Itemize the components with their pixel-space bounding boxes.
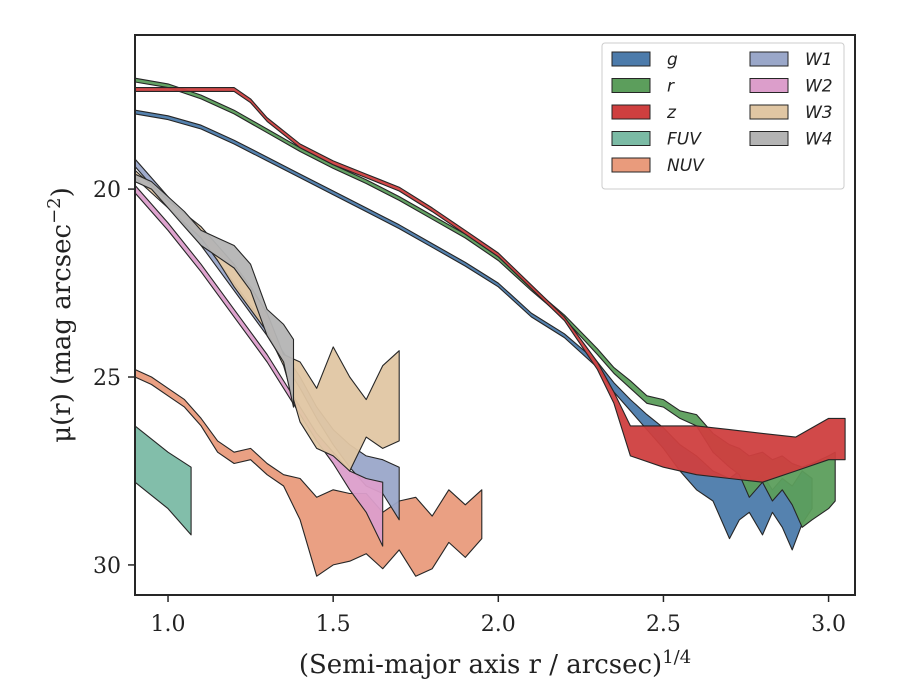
band-w4 xyxy=(135,173,295,408)
y-tick-label: 20 xyxy=(93,178,121,203)
x-tick-label: 2.0 xyxy=(481,612,516,637)
legend-swatch-w4 xyxy=(749,131,789,146)
legend-swatch-nuv xyxy=(611,157,651,173)
legend-label-w2: W2 xyxy=(805,77,833,97)
band-layer xyxy=(135,77,846,577)
x-tick-label: 1.0 xyxy=(151,612,186,637)
band-fuv xyxy=(135,425,192,536)
legend-label-r: r xyxy=(667,77,675,97)
band-w2 xyxy=(135,184,384,547)
legend-label-nuv: NUV xyxy=(667,156,705,176)
band-nuv xyxy=(135,368,483,577)
y-axis: 20 25 30 xyxy=(93,178,135,579)
x-axis: 1.0 1.5 2.0 2.5 3.0 xyxy=(151,595,846,637)
y-tick-label: 30 xyxy=(93,554,121,579)
x-axis-label-exponent: 1/4 xyxy=(662,647,691,668)
legend-swatch-g xyxy=(611,51,651,67)
legend-swatch-fuv xyxy=(611,131,651,146)
legend-label-g: g xyxy=(667,50,678,70)
legend-swatch-w2 xyxy=(749,78,789,93)
x-axis-label: (Semi-major axis r / arcsec)1/4 xyxy=(299,647,691,680)
legend-label-w4: W4 xyxy=(805,130,833,150)
x-tick-label: 1.5 xyxy=(316,612,351,637)
y-axis-label-exponent: −2 xyxy=(44,197,65,224)
y-axis-label: μ(r) (mag arcsec−2) xyxy=(44,187,77,443)
legend: grz FUV NUV W1 W2 W3 W4 xyxy=(601,42,845,190)
legend-label-z: z xyxy=(666,103,677,123)
legend-label-w3: W3 xyxy=(805,103,833,123)
x-tick-label: 2.5 xyxy=(646,612,681,637)
legend-swatch-z xyxy=(611,104,651,120)
y-tick-label: 25 xyxy=(93,366,121,391)
legend-label-fuv: FUV xyxy=(667,130,702,150)
legend-swatch-w3 xyxy=(749,104,789,120)
band-z xyxy=(135,87,846,483)
plot-frame xyxy=(134,34,856,596)
x-tick-label: 3.0 xyxy=(811,612,846,637)
legend-label-w1: W1 xyxy=(805,50,833,70)
legend-swatch-r xyxy=(611,78,651,93)
legend-swatch-w1 xyxy=(749,51,789,67)
